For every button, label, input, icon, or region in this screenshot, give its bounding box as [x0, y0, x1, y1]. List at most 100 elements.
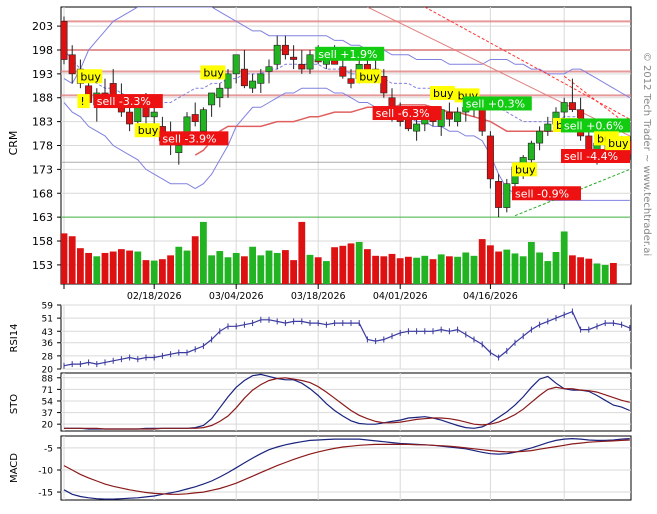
watermark: © 2012 Tech Trader ~ www.techtrader.ai	[641, 52, 652, 256]
sto-tick-label: 20	[42, 421, 54, 431]
date-tick-label: 04/16/2026	[463, 291, 518, 302]
volume-bars	[61, 221, 617, 284]
price-tick-label: 198	[32, 44, 53, 57]
price-tick-label: 153	[32, 259, 53, 272]
upper-band-line	[63, 7, 631, 99]
volume-bar	[159, 259, 166, 284]
signal-label-text: buy	[80, 70, 101, 83]
volume-bar	[224, 257, 232, 284]
signal-label-text: !	[80, 95, 84, 108]
candle-body	[175, 145, 183, 153]
candle-body	[61, 21, 68, 60]
volume-bar	[569, 255, 576, 284]
candle-body	[536, 130, 544, 144]
signal-label-text: sell -3.3%	[97, 95, 151, 108]
signal-label-bg	[605, 136, 630, 151]
volume-bar	[610, 262, 617, 284]
volume-bar	[191, 236, 199, 284]
signal-label-bg	[561, 149, 630, 164]
rsi-tick-label: 43	[42, 328, 53, 338]
macd-axis-title: MACD	[9, 453, 20, 483]
price-tick-label: 203	[32, 20, 53, 33]
volume-bar	[282, 250, 289, 284]
signal-label-bg	[462, 96, 532, 111]
candle-body	[273, 44, 281, 65]
signal-label-bg	[561, 118, 630, 133]
volume-bar	[528, 241, 535, 284]
signal-label: !	[77, 94, 90, 109]
middle-band-line	[63, 49, 630, 132]
signal-label-text: sell +0.3%	[466, 97, 525, 110]
sto-axis-title: STO	[9, 394, 20, 414]
volume-bar	[306, 254, 314, 284]
volume-bar	[109, 251, 117, 284]
candle-body	[445, 111, 453, 120]
rsi-tick-label: 51	[42, 315, 53, 325]
volume-bar	[175, 246, 183, 284]
volume-bar	[593, 263, 601, 284]
volume-bar	[388, 253, 396, 284]
signal-label-text: buy	[433, 87, 454, 100]
volume-bar	[331, 247, 338, 284]
signal-label-bg	[134, 123, 160, 138]
volume-bar	[273, 252, 281, 284]
sto-tick-label: 37	[42, 409, 53, 419]
candle-body	[486, 135, 494, 180]
macd-series-line	[63, 439, 630, 495]
volume-bar	[232, 252, 240, 284]
sto-series-line	[64, 377, 630, 430]
sto-tick-label: 71	[42, 386, 53, 396]
signal-label-bg	[356, 69, 382, 84]
macd-tick-label: -5	[44, 444, 53, 454]
signal-label: sell -0.9%	[512, 186, 581, 201]
candle-body	[306, 54, 314, 70]
candle-body	[216, 87, 224, 99]
volume-bar	[495, 251, 502, 284]
price-tick-label: 168	[32, 187, 53, 200]
candle-body	[240, 68, 248, 87]
volume-bar	[77, 248, 84, 284]
candle-body	[568, 102, 576, 110]
signal-label-text: sell +1.9%	[318, 48, 377, 61]
volume-bar	[380, 256, 388, 284]
signal-label-text: sell -3.9%	[162, 132, 216, 145]
price-tick-label: 193	[32, 68, 53, 81]
sto-lines	[64, 373, 631, 430]
signal-label-bg	[430, 85, 455, 100]
volume-bar	[355, 241, 363, 284]
signal-label-bg	[372, 106, 442, 121]
rsi-tick-label: 20	[42, 366, 54, 376]
volume-bar	[396, 258, 404, 284]
candle-body	[544, 123, 552, 132]
candle-body	[298, 64, 306, 70]
candle-body	[257, 73, 265, 84]
sto-tick-label: 88	[42, 374, 54, 384]
volume-bar	[85, 252, 92, 284]
price-tick-label: 173	[32, 163, 53, 176]
signal-label: sell -3.3%	[93, 94, 163, 109]
volume-bar	[298, 221, 306, 284]
signal-label: sell -4.4%	[561, 149, 630, 164]
volume-bar	[511, 253, 519, 284]
candle-body	[380, 75, 388, 94]
volume-bar	[249, 246, 256, 284]
volume-bar	[429, 259, 437, 284]
candle-body	[150, 111, 158, 118]
candle-body	[191, 114, 199, 122]
volume-bar	[126, 250, 133, 284]
candle-body	[560, 102, 568, 113]
candle-body	[232, 54, 240, 75]
candle-body	[199, 109, 207, 132]
volume-bar	[552, 252, 560, 284]
volume-bar	[200, 221, 207, 284]
signal-label-text: sell -6.3%	[376, 107, 430, 120]
volume-bar	[93, 256, 101, 284]
candle-body	[527, 142, 535, 161]
trade-signals: buy! sell -3.3% buy sell -3.9% buy sell +1.9%…	[77, 46, 630, 201]
signal-label-text: buy	[203, 66, 224, 79]
candle-body	[454, 111, 462, 122]
macd-tick-label: -10	[38, 466, 53, 476]
rsi-series-line	[63, 310, 631, 367]
volume-bar	[601, 264, 609, 284]
